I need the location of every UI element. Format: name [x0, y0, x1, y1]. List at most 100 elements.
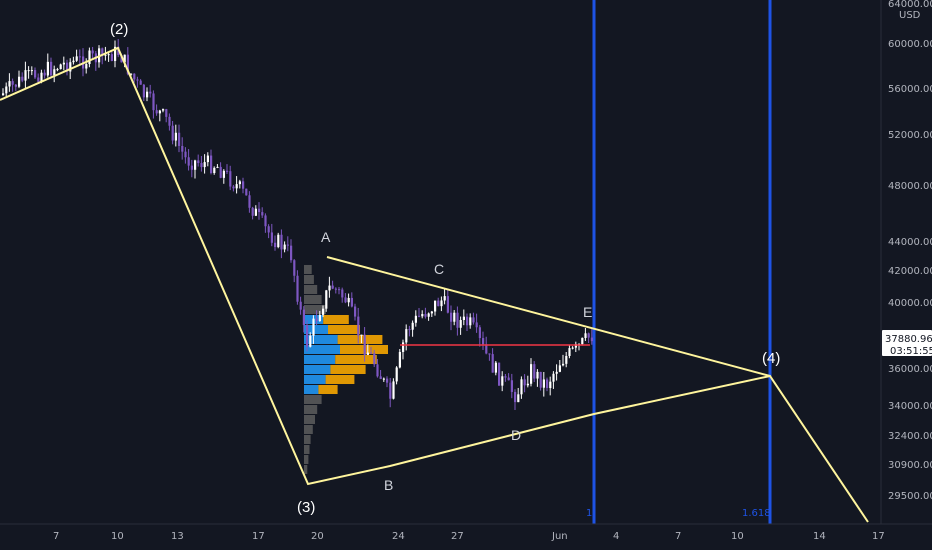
time-tick: 17 — [872, 531, 885, 542]
volume-profile-bar — [304, 425, 313, 434]
candle-body — [325, 290, 328, 309]
candle-body — [526, 383, 529, 386]
candle-body — [357, 316, 360, 336]
candle-body — [126, 54, 129, 74]
candle-body — [62, 62, 65, 65]
candle-body — [469, 317, 472, 326]
price-tick: 32400.00 — [888, 431, 932, 442]
candle-body — [91, 50, 94, 54]
candle-body — [558, 365, 561, 372]
point-label-d: D — [511, 427, 521, 443]
candle-body — [322, 308, 325, 315]
candle-body — [382, 378, 385, 380]
candle-body — [347, 297, 350, 303]
candle-body — [174, 132, 177, 141]
candle-body — [360, 334, 363, 336]
price-axis[interactable]: USD 64000.00 60000.00 56000.00 52000.00 … — [880, 0, 932, 524]
volume-profile-bar — [304, 415, 315, 424]
candle-body — [254, 208, 257, 216]
candle-body — [136, 79, 139, 81]
candle-body — [517, 394, 520, 403]
candle-body — [584, 333, 587, 338]
candle-body — [507, 377, 510, 381]
candle-body — [475, 322, 478, 328]
candle-body — [258, 208, 261, 213]
candle-body — [203, 162, 206, 168]
point-label-e: E — [583, 304, 592, 320]
price-tick: 30900.00 — [888, 460, 932, 471]
candle-body — [14, 84, 17, 87]
time-tick: 7 — [53, 531, 59, 542]
volume-profile-bar-up — [304, 365, 331, 374]
price-tick: 36000.00 — [888, 364, 932, 375]
price-tick: 40000.00 — [888, 298, 932, 309]
triangle-upper-line[interactable] — [326, 256, 771, 377]
candle-body — [488, 353, 491, 355]
fibonacci-time-zones[interactable]: 1 1.618 — [586, 0, 772, 524]
candle-body — [56, 69, 59, 71]
candle-body — [245, 188, 248, 196]
volume-profile-bar — [304, 445, 310, 454]
price-tick: 48000.00 — [888, 181, 932, 192]
candle-body — [107, 54, 110, 56]
price-tick: 42000.00 — [888, 266, 932, 277]
candle-body — [11, 81, 14, 85]
candle-body — [213, 167, 216, 173]
candle-body — [430, 311, 433, 314]
candle-body — [210, 155, 213, 173]
point-label-a: A — [321, 229, 331, 245]
volume-profile-bar — [304, 305, 326, 314]
candle-body — [424, 314, 427, 317]
candle-body — [366, 352, 369, 355]
candle-body — [344, 297, 347, 303]
candle-body — [472, 317, 475, 323]
time-tick: 27 — [451, 531, 464, 542]
candle-body — [370, 352, 373, 354]
time-tick: 13 — [171, 531, 184, 542]
candle-body — [37, 77, 40, 82]
candle-body — [104, 54, 107, 56]
candle-body — [418, 315, 421, 317]
candle-body — [139, 80, 142, 85]
candle-body — [88, 50, 91, 65]
candle-body — [318, 314, 321, 322]
volume-profile-bar-down — [318, 385, 338, 394]
candle-body — [459, 319, 462, 328]
candle-body — [341, 289, 344, 298]
candle-body — [571, 347, 574, 349]
candle-body — [395, 367, 398, 382]
candle-body — [440, 300, 443, 307]
candle-body — [299, 301, 302, 310]
candle-body — [158, 110, 161, 114]
price-tick: 64000.00 — [888, 0, 932, 10]
candle-body — [520, 379, 523, 395]
candle-body — [101, 48, 104, 56]
candle-body — [549, 381, 552, 389]
candle-body — [222, 170, 225, 178]
elliott-wave-lines[interactable] — [0, 46, 869, 523]
candle-body — [286, 244, 289, 246]
candle-body — [386, 378, 389, 383]
candle-body — [350, 297, 353, 307]
time-axis[interactable]: 7 10 13 17 20 24 27 Jun 4 7 10 14 17 — [0, 523, 932, 542]
volume-profile-bar-down — [325, 375, 355, 384]
candle-body — [232, 186, 235, 189]
candle-body — [466, 316, 469, 326]
candle-body — [24, 70, 27, 81]
volume-profile-bar-up — [304, 335, 338, 344]
candle-body — [562, 363, 565, 366]
time-tick: 20 — [311, 531, 324, 542]
countdown: 03:51:55 — [890, 346, 932, 357]
candle-body — [200, 163, 203, 168]
candle-body — [46, 61, 49, 76]
candle-body — [523, 379, 526, 386]
currency-label: USD — [899, 10, 921, 21]
candle-body — [27, 70, 30, 72]
candle-body — [504, 376, 507, 378]
volume-profile-bar — [304, 435, 311, 444]
candlestick-series[interactable] — [2, 38, 593, 411]
candle-body — [450, 312, 453, 322]
